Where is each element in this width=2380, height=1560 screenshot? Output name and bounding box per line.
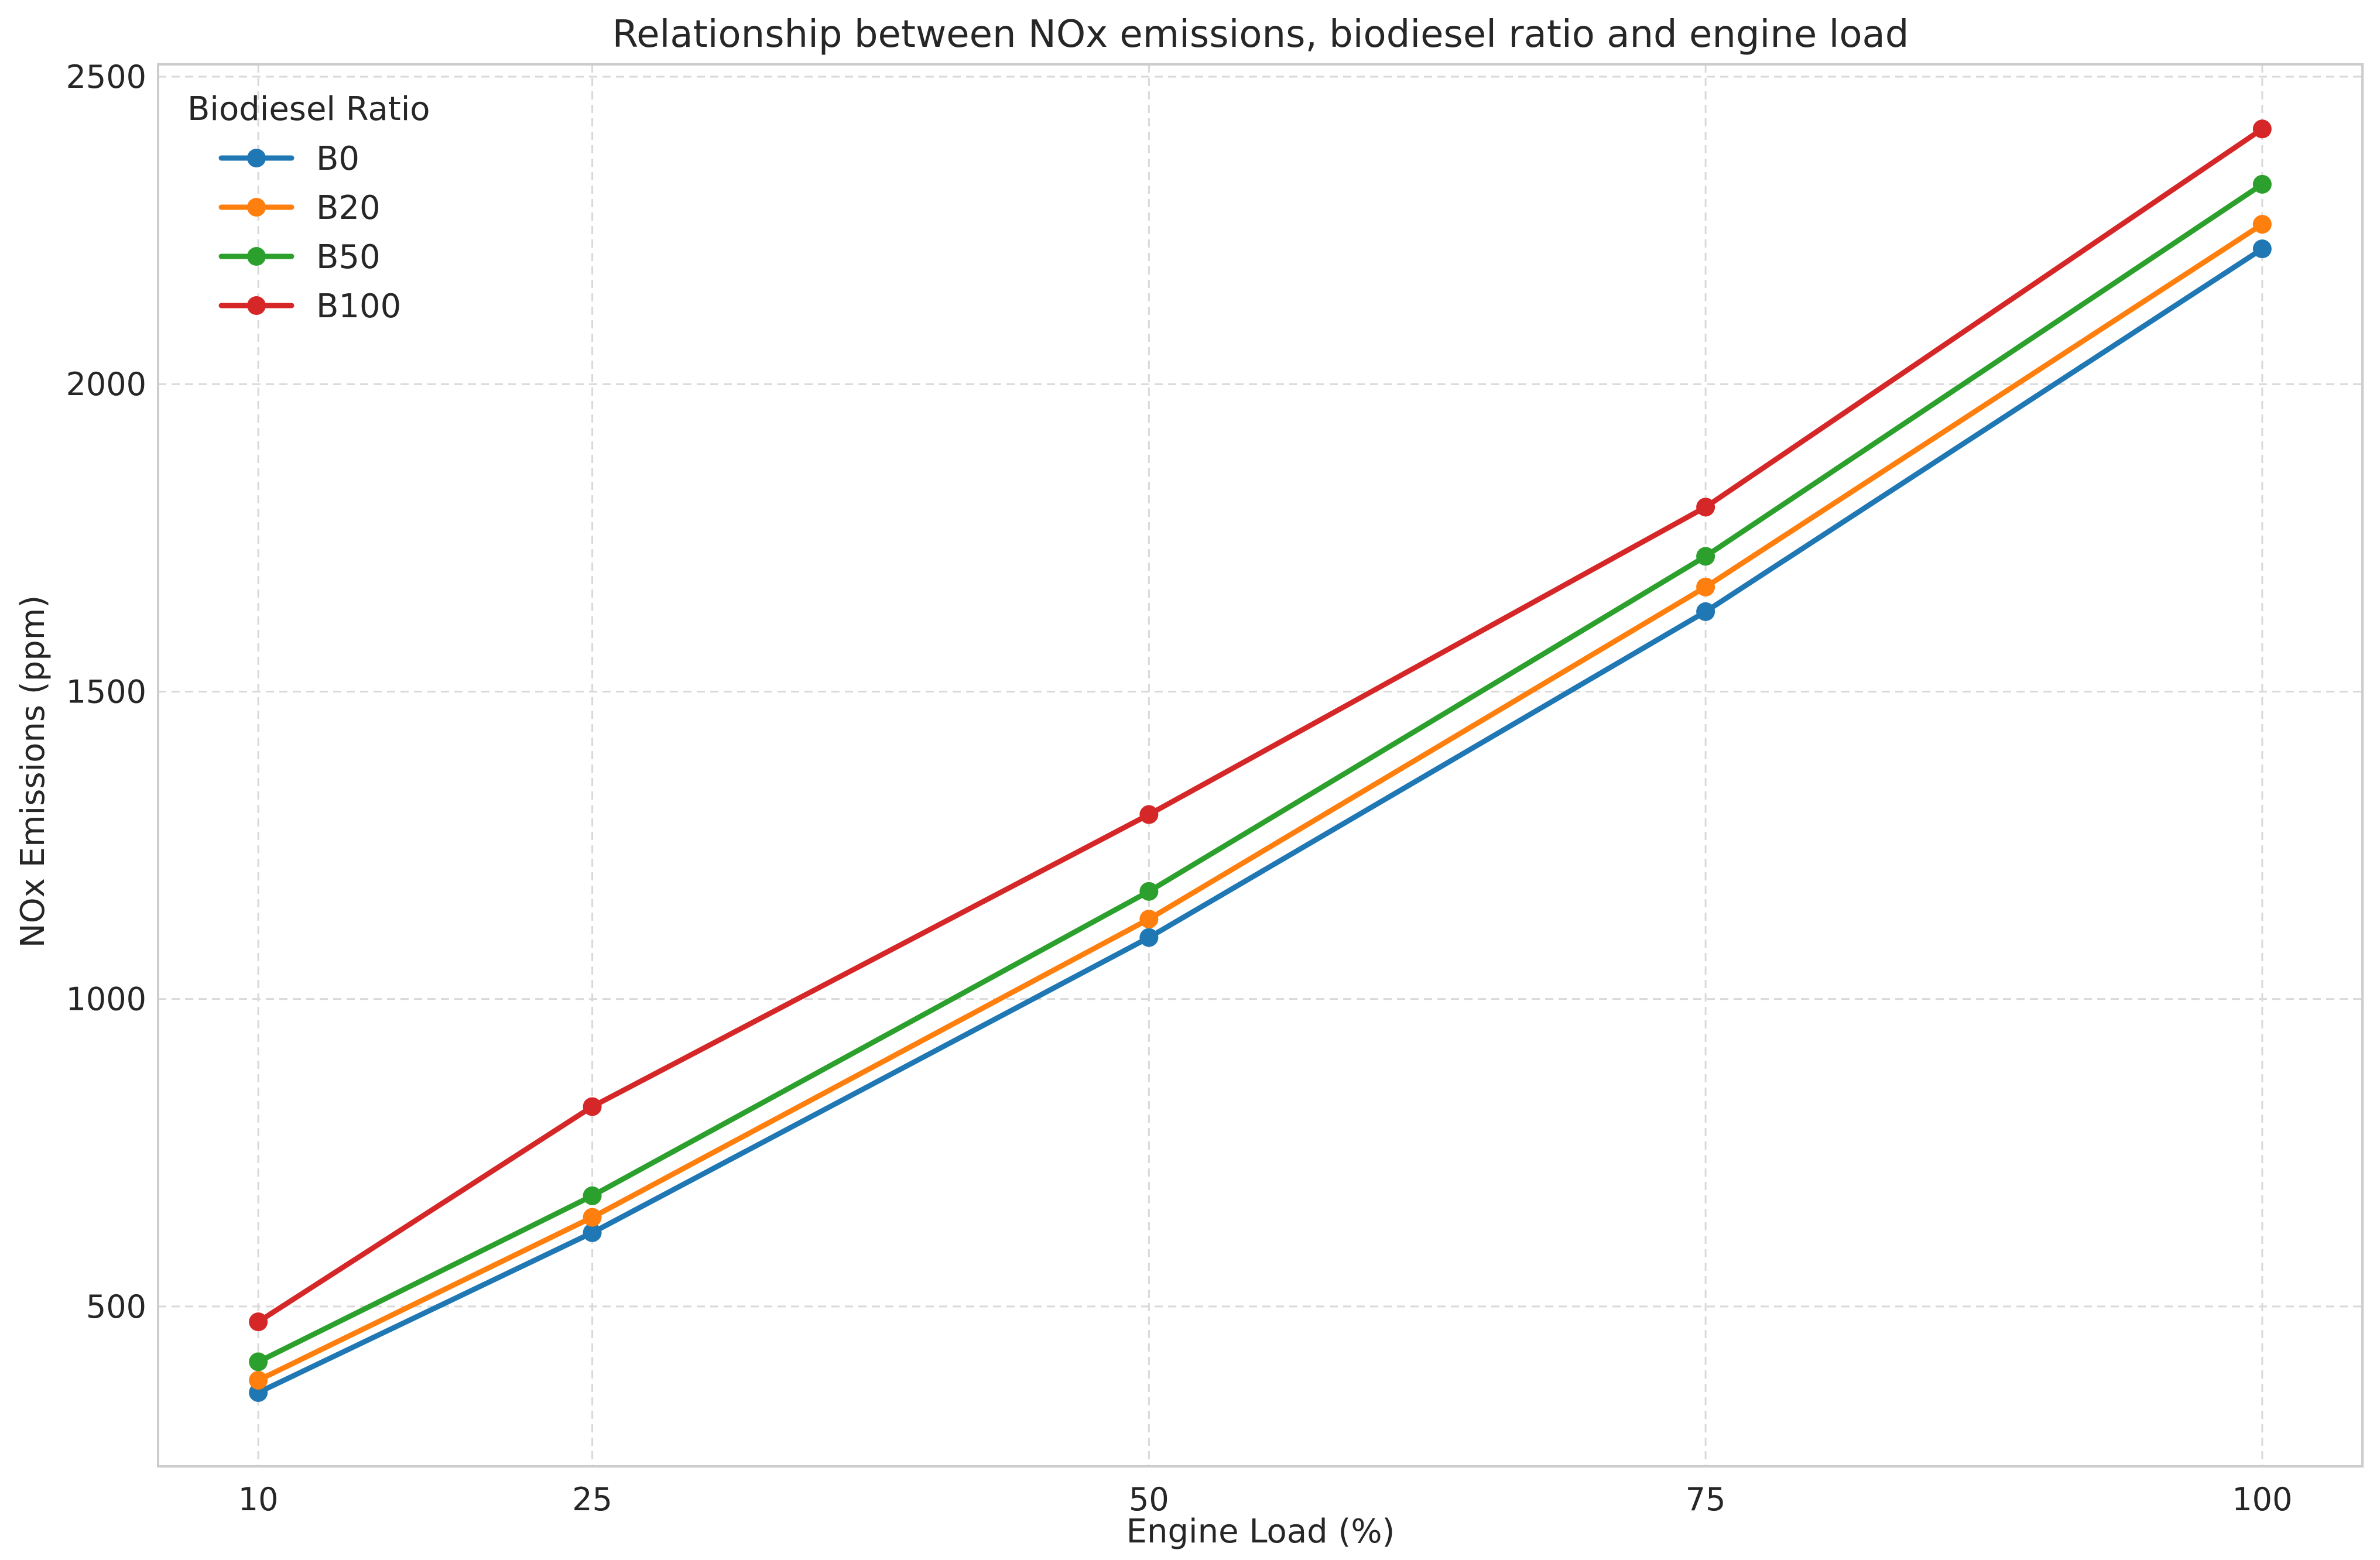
data-point-b100 xyxy=(1139,805,1159,824)
data-point-b100 xyxy=(2252,119,2272,139)
y-tick-label: 2000 xyxy=(66,366,146,403)
y-tick-label: 2500 xyxy=(66,59,146,95)
series-b100 xyxy=(249,119,2272,1332)
legend-marker xyxy=(247,247,266,266)
data-point-b0 xyxy=(2252,239,2272,259)
series-b50 xyxy=(249,174,2272,1372)
legend-marker xyxy=(247,296,266,315)
legend-item-b20: B20 xyxy=(218,189,381,227)
x-tick-label: 100 xyxy=(2232,1481,2292,1518)
legend-title: Biodiesel Ratio xyxy=(187,90,430,128)
data-point-b50 xyxy=(1696,547,1715,566)
y-tick-label: 1000 xyxy=(66,981,146,1018)
legend-item-b0: B0 xyxy=(218,140,359,178)
chart-title: Relationship between NOx emissions, biod… xyxy=(612,13,1909,56)
x-tick-label: 10 xyxy=(238,1481,279,1518)
y-tick-label: 500 xyxy=(86,1288,146,1325)
legend-label: B20 xyxy=(316,189,381,227)
x-tick-label: 25 xyxy=(572,1481,612,1518)
x-axis-label: Engine Load (%) xyxy=(1126,1513,1395,1551)
legend-item-b100: B100 xyxy=(218,287,401,325)
grid xyxy=(158,64,2362,1466)
y-axis-label: NOx Emissions (ppm) xyxy=(14,595,52,948)
data-point-b50 xyxy=(1139,882,1159,901)
series-line-b20 xyxy=(255,221,2265,1383)
data-point-b0 xyxy=(1139,928,1159,947)
data-point-b20 xyxy=(1139,910,1159,929)
legend-label: B50 xyxy=(316,238,381,276)
x-tick-label: 50 xyxy=(1129,1481,1169,1518)
legend-items: B0 B20 B50 B100 xyxy=(218,140,401,325)
data-point-b0 xyxy=(1696,602,1715,621)
data-point-b100 xyxy=(1696,498,1715,517)
legend-label: B100 xyxy=(316,287,401,325)
series-b20 xyxy=(249,215,2272,1390)
plot-frame xyxy=(157,63,2364,1468)
data-point-b50 xyxy=(2252,174,2272,194)
data-point-b20 xyxy=(2252,215,2272,234)
legend-label: B0 xyxy=(316,140,359,178)
y-tick-label: 1500 xyxy=(66,673,146,710)
legend-marker xyxy=(247,198,266,217)
data-point-b50 xyxy=(249,1352,268,1372)
data-point-b0 xyxy=(583,1223,602,1242)
legend-item-b50: B50 xyxy=(218,238,381,276)
series-layer xyxy=(249,119,2272,1402)
series-line-b50 xyxy=(255,181,2265,1364)
data-point-b50 xyxy=(583,1186,602,1205)
data-point-b20 xyxy=(583,1208,602,1227)
legend: Biodiesel Ratio B0 B20 B50 B100 xyxy=(187,90,430,325)
x-tick-label: 75 xyxy=(1686,1481,1726,1518)
legend-marker xyxy=(247,149,266,167)
data-point-b20 xyxy=(1696,577,1715,596)
data-point-b100 xyxy=(583,1097,602,1116)
data-point-b20 xyxy=(249,1370,268,1390)
series-line-b100 xyxy=(255,126,2265,1325)
axis-ticks: 10 25 50 75 100 500 1000 1500 2000 2500 xyxy=(66,59,2293,1518)
data-point-b100 xyxy=(249,1312,268,1332)
